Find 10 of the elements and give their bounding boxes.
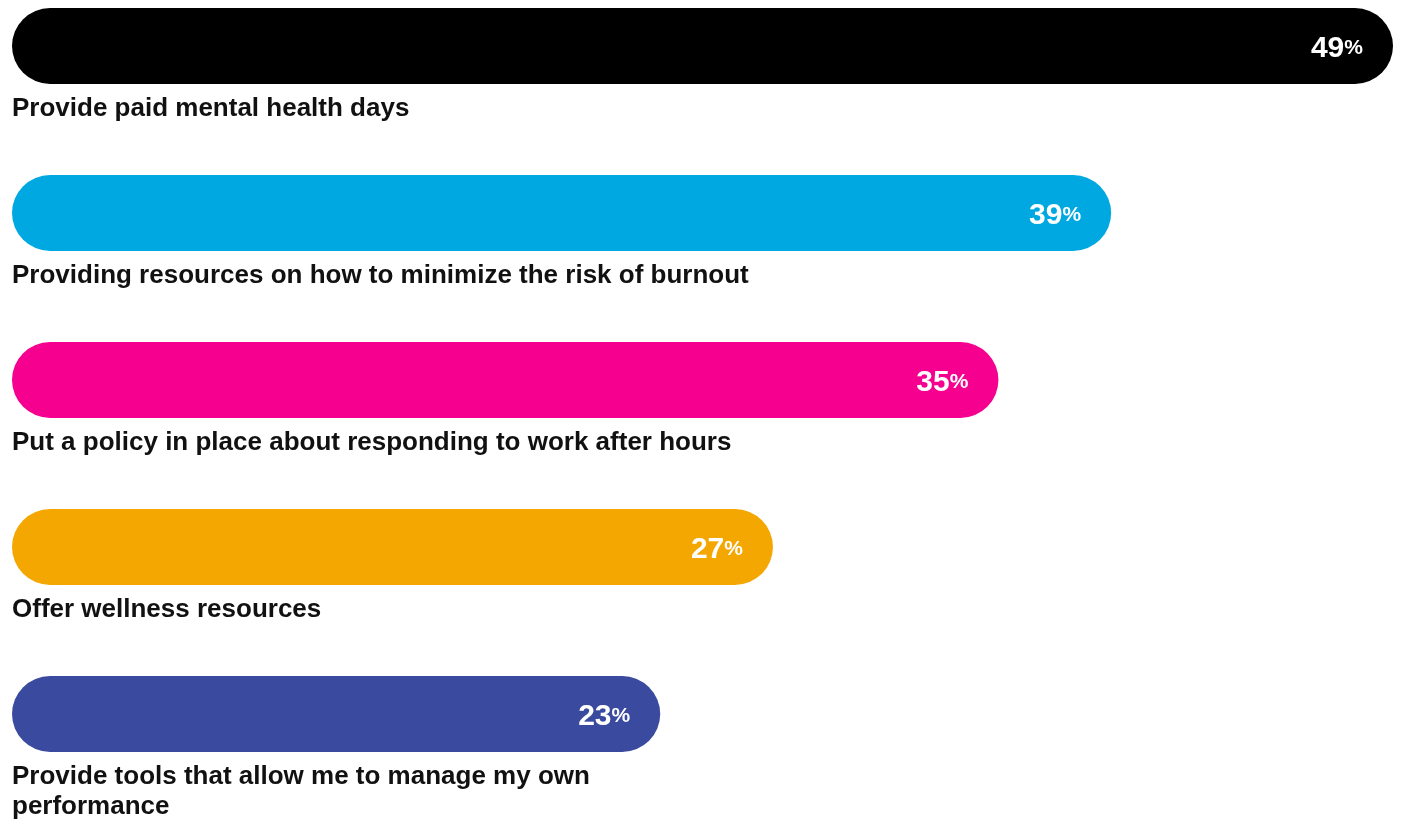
data-label: 23%: [578, 697, 631, 731]
data-label: 49%: [1310, 29, 1364, 63]
y-tick-label: Put a policy in place about responding to work after hours: [12, 426, 732, 456]
y-tick-label: Provide tools that allow me to manage my own performance: [12, 760, 590, 820]
data-label: 35%: [916, 363, 969, 397]
y-tick-label: Providing resources on how to minimize the risk of burnout: [12, 259, 750, 289]
y-tick-label: Offer wellness resources: [12, 593, 322, 623]
data-label: 27%: [690, 530, 744, 564]
y-tick-label: Provide paid mental health days: [12, 92, 410, 122]
data-label: 39%: [1029, 196, 1082, 230]
